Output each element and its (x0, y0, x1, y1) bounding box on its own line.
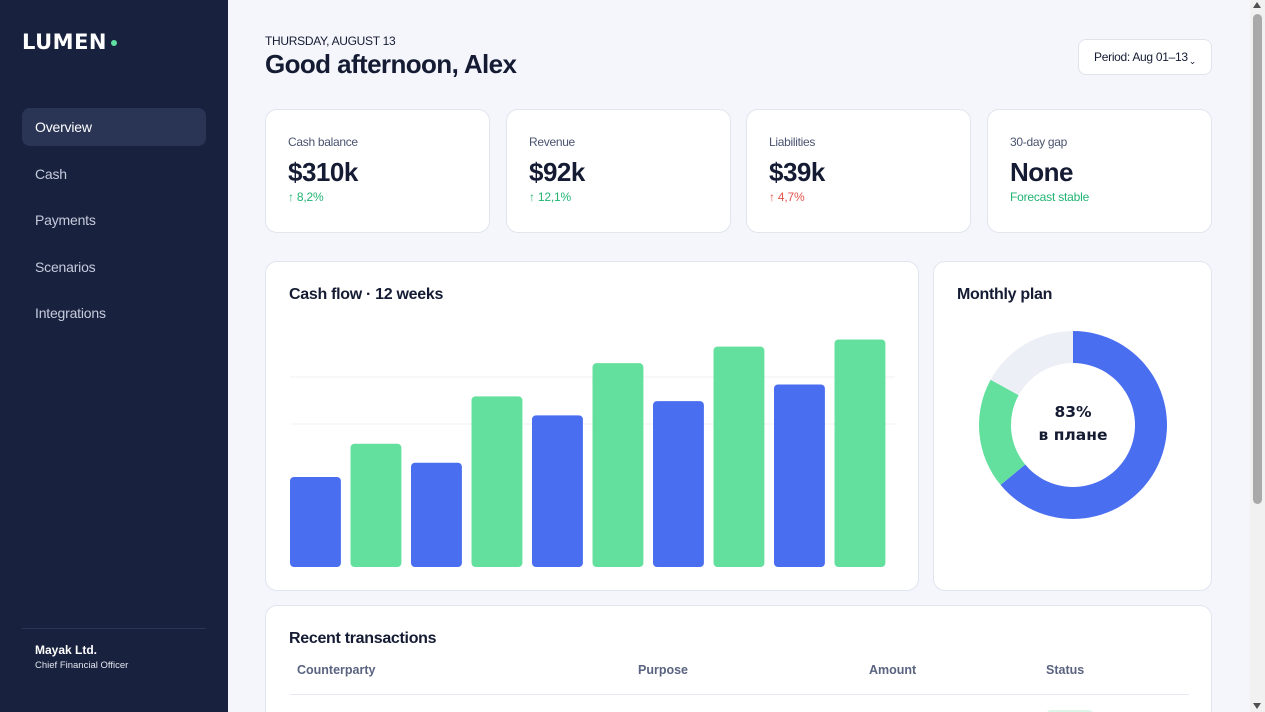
scroll-down-arrow-icon[interactable] (1253, 703, 1261, 709)
chart-bar[interactable] (350, 443, 402, 567)
period-select-button[interactable]: Period: Aug 01–13⌄ (1078, 39, 1212, 75)
kpi-card-liabilities[interactable]: Liabilities $39k ↑ 4,7% (746, 109, 971, 233)
kpi-value: $310k (288, 157, 358, 187)
sidebar-item-integrations[interactable]: Integrations (35, 305, 106, 321)
kpi-label: Liabilities (769, 135, 816, 149)
chart-bar[interactable] (653, 401, 704, 567)
cashflow-bar-chart (290, 339, 895, 567)
chart-bar[interactable] (834, 339, 886, 567)
chevron-down-icon: ⌄ (1188, 56, 1197, 66)
chart-bar[interactable] (774, 384, 825, 567)
period-label: Period: Aug 01–13 (1094, 50, 1188, 64)
column-header-purpose[interactable]: Purpose (638, 663, 689, 677)
logo-text: LUMEN (22, 30, 108, 54)
kpi-card-cash-balance[interactable]: Cash balance $310k ↑ 8,2% (265, 109, 490, 233)
kpi-value: $92k (529, 157, 585, 187)
chart-bar[interactable] (592, 363, 644, 567)
status-badge (1044, 710, 1096, 712)
page-scrollbar[interactable] (1250, 0, 1265, 712)
logo-dot-icon (111, 40, 118, 46)
transactions-title: Recent transactions (289, 630, 437, 647)
current-date: THURSDAY, AUGUST 13 (265, 34, 396, 48)
donut-segment[interactable] (990, 331, 1073, 396)
kpi-delta: ↑ 8,2% (288, 190, 324, 204)
sidebar-item-cash[interactable]: Cash (35, 165, 67, 182)
kpi-delta: Forecast stable (1010, 190, 1090, 204)
sidebar-item-payments[interactable]: Payments (35, 212, 96, 228)
donut-segment[interactable] (979, 379, 1026, 485)
scrollbar-thumb[interactable] (1253, 14, 1262, 504)
sidebar: LUMEN Overview Cash Payments Scenarios I… (0, 0, 228, 712)
chart-bar[interactable] (713, 346, 765, 567)
kpi-delta: ↑ 4,7% (769, 190, 805, 204)
page-title: Good afternoon, Alex (265, 49, 517, 79)
kpi-value: None (1010, 157, 1074, 187)
company-role: Chief Financial Officer (35, 660, 129, 671)
kpi-label: Cash balance (288, 135, 358, 149)
column-header-status[interactable]: Status (1046, 663, 1085, 677)
chart-bar[interactable] (471, 396, 523, 567)
monthly-plan-card: Monthly plan 83% в плане (933, 261, 1212, 591)
column-header-counterparty[interactable]: Counterparty (297, 663, 376, 677)
chart-bar[interactable] (290, 476, 341, 567)
plan-caption: в плане (1038, 426, 1108, 444)
monthly-plan-title: Monthly plan (957, 286, 1053, 303)
donut-center-label: 83% в плане (978, 401, 1168, 447)
scroll-up-arrow-icon[interactable] (1253, 2, 1261, 8)
transactions-table-header: Counterparty Purpose Amount Status (290, 663, 1189, 695)
donut-segment[interactable] (1000, 331, 1167, 519)
logo[interactable]: LUMEN (22, 30, 118, 54)
sidebar-item-overview[interactable]: Overview (22, 108, 206, 146)
chart-bar[interactable] (411, 462, 462, 567)
sidebar-item-scenarios[interactable]: Scenarios (35, 258, 96, 275)
company-name: Mayak Ltd. (35, 643, 98, 657)
column-header-amount[interactable]: Amount (869, 663, 917, 677)
chart-bar[interactable] (532, 415, 583, 567)
kpi-delta: ↑ 12,1% (529, 190, 571, 204)
kpi-label: 30-day gap (1010, 135, 1068, 149)
kpi-label: Revenue (529, 135, 575, 149)
kpi-card-revenue[interactable]: Revenue $92k ↑ 12,1% (506, 109, 731, 233)
kpi-card-30-day-gap[interactable]: 30-day gap None Forecast stable (987, 109, 1212, 233)
plan-donut-chart (979, 331, 1167, 519)
kpi-value: $39k (769, 157, 825, 187)
company-profile[interactable]: Mayak Ltd. Chief Financial Officer (22, 628, 206, 671)
cashflow-title: Cash flow · 12 weeks (289, 286, 444, 303)
plan-percent: 83% (1054, 403, 1092, 421)
sidebar-nav: Overview Cash Payments Scenarios Integra… (22, 108, 206, 341)
cashflow-card: Cash flow · 12 weeks (265, 261, 919, 591)
recent-transactions-card: Recent transactions Counterparty Purpose… (265, 605, 1212, 712)
